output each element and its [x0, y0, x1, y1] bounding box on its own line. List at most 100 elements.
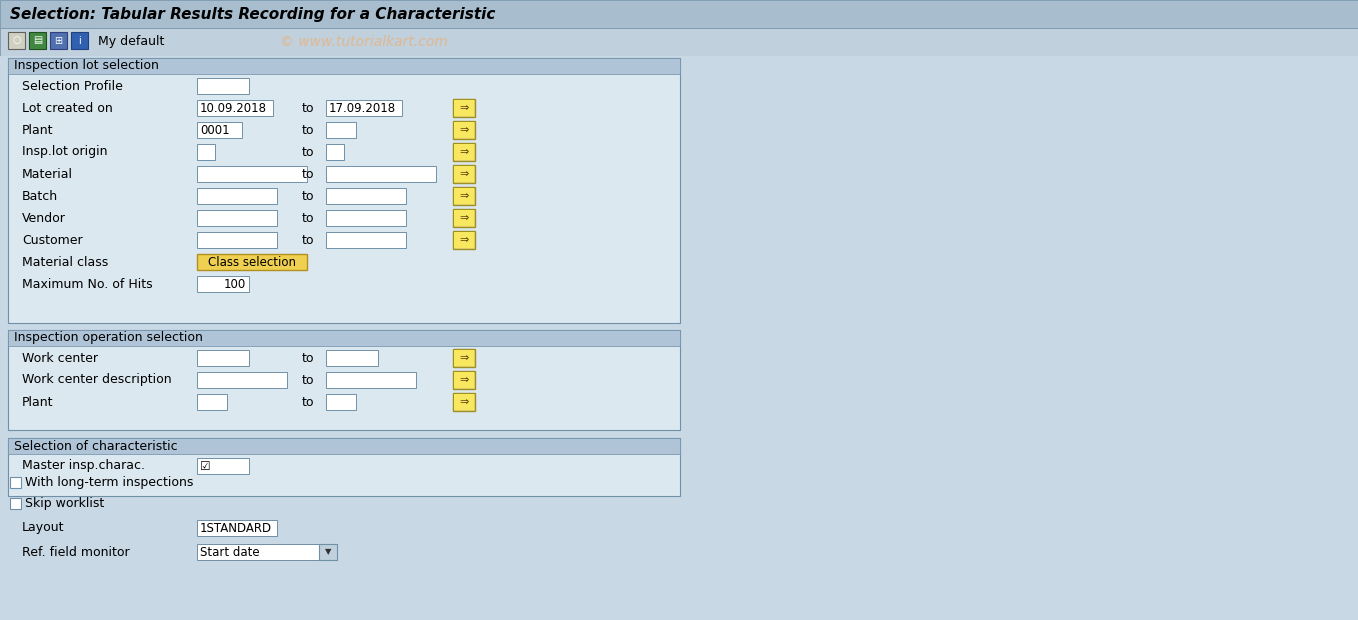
Bar: [454, 232, 474, 248]
Bar: [50, 32, 67, 49]
Text: ⇒: ⇒: [459, 169, 469, 179]
Bar: [8, 58, 680, 323]
Text: Maximum No. of Hits: Maximum No. of Hits: [22, 278, 152, 291]
Bar: [454, 349, 475, 367]
Bar: [454, 394, 474, 410]
Text: Layout: Layout: [22, 521, 64, 534]
Bar: [326, 350, 378, 366]
Bar: [197, 458, 249, 474]
Text: to: to: [301, 211, 315, 224]
Text: to: to: [301, 373, 315, 386]
Bar: [326, 166, 436, 182]
Text: Plant: Plant: [22, 396, 53, 409]
Bar: [8, 438, 680, 496]
Text: ⇒: ⇒: [459, 235, 469, 245]
Bar: [0, 28, 1358, 56]
Text: 10.09.2018: 10.09.2018: [200, 102, 268, 115]
Text: Material class: Material class: [22, 255, 109, 268]
Bar: [454, 209, 475, 227]
Text: 17.09.2018: 17.09.2018: [329, 102, 397, 115]
Text: Work center: Work center: [22, 352, 98, 365]
Text: i: i: [79, 35, 81, 45]
Bar: [326, 100, 402, 116]
Text: Selection: Tabular Results Recording for a Characteristic: Selection: Tabular Results Recording for…: [10, 6, 496, 22]
Bar: [197, 232, 277, 248]
Text: ⇒: ⇒: [459, 103, 469, 113]
Bar: [454, 371, 475, 389]
Bar: [454, 121, 475, 139]
Text: Vendor: Vendor: [22, 211, 67, 224]
Text: ⇒: ⇒: [459, 375, 469, 385]
Text: Customer: Customer: [22, 234, 83, 247]
Bar: [326, 210, 406, 226]
Bar: [8, 438, 680, 454]
Text: Batch: Batch: [22, 190, 58, 203]
Text: Class selection: Class selection: [208, 255, 296, 268]
Bar: [319, 544, 337, 560]
Bar: [197, 100, 273, 116]
Text: ⇒: ⇒: [459, 353, 469, 363]
Bar: [326, 122, 356, 138]
Bar: [454, 187, 475, 205]
Text: to: to: [301, 146, 315, 159]
Text: Material: Material: [22, 167, 73, 180]
Bar: [454, 210, 474, 226]
Text: Plant: Plant: [22, 123, 53, 136]
Text: ⇒: ⇒: [459, 397, 469, 407]
Text: to: to: [301, 167, 315, 180]
Text: Skip worklist: Skip worklist: [24, 497, 105, 510]
Text: Selection of characteristic: Selection of characteristic: [14, 440, 178, 453]
Text: ⊞: ⊞: [54, 35, 62, 45]
Bar: [454, 350, 474, 366]
Text: With long-term inspections: With long-term inspections: [24, 476, 193, 489]
Bar: [197, 78, 249, 94]
Bar: [0, 0, 1358, 28]
Bar: [326, 144, 344, 160]
Bar: [197, 254, 307, 270]
Bar: [454, 231, 475, 249]
Bar: [454, 144, 474, 160]
Bar: [197, 394, 227, 410]
Text: 0001: 0001: [200, 123, 230, 136]
Bar: [8, 58, 680, 74]
Bar: [197, 372, 287, 388]
Bar: [197, 544, 337, 560]
Bar: [197, 144, 215, 160]
Bar: [197, 276, 249, 292]
Bar: [197, 122, 242, 138]
Text: Work center description: Work center description: [22, 373, 171, 386]
Bar: [197, 350, 249, 366]
Text: ⇒: ⇒: [459, 213, 469, 223]
Bar: [454, 165, 475, 183]
Bar: [197, 188, 277, 204]
Text: ☑: ☑: [200, 459, 210, 472]
Text: to: to: [301, 234, 315, 247]
Text: ⇒: ⇒: [459, 125, 469, 135]
Bar: [454, 393, 475, 411]
Bar: [454, 143, 475, 161]
Bar: [454, 188, 474, 204]
Text: 100: 100: [224, 278, 246, 291]
Bar: [71, 32, 88, 49]
Bar: [454, 99, 475, 117]
Bar: [197, 210, 277, 226]
Bar: [8, 330, 680, 346]
Bar: [10, 498, 20, 509]
Text: to: to: [301, 123, 315, 136]
Text: ▼: ▼: [325, 547, 331, 557]
Text: © www.tutorialkart.com: © www.tutorialkart.com: [280, 35, 448, 48]
Bar: [29, 32, 46, 49]
Text: ▤: ▤: [33, 35, 42, 45]
Text: ⇒: ⇒: [459, 191, 469, 201]
Text: Ref. field monitor: Ref. field monitor: [22, 546, 129, 559]
Text: Selection Profile: Selection Profile: [22, 79, 122, 92]
Bar: [454, 122, 474, 138]
Bar: [454, 166, 474, 182]
Bar: [8, 330, 680, 430]
Bar: [326, 372, 416, 388]
Text: Lot created on: Lot created on: [22, 102, 113, 115]
Bar: [197, 520, 277, 536]
Text: Start date: Start date: [200, 546, 259, 559]
Text: Master insp.charac.: Master insp.charac.: [22, 459, 145, 472]
Bar: [8, 32, 24, 49]
